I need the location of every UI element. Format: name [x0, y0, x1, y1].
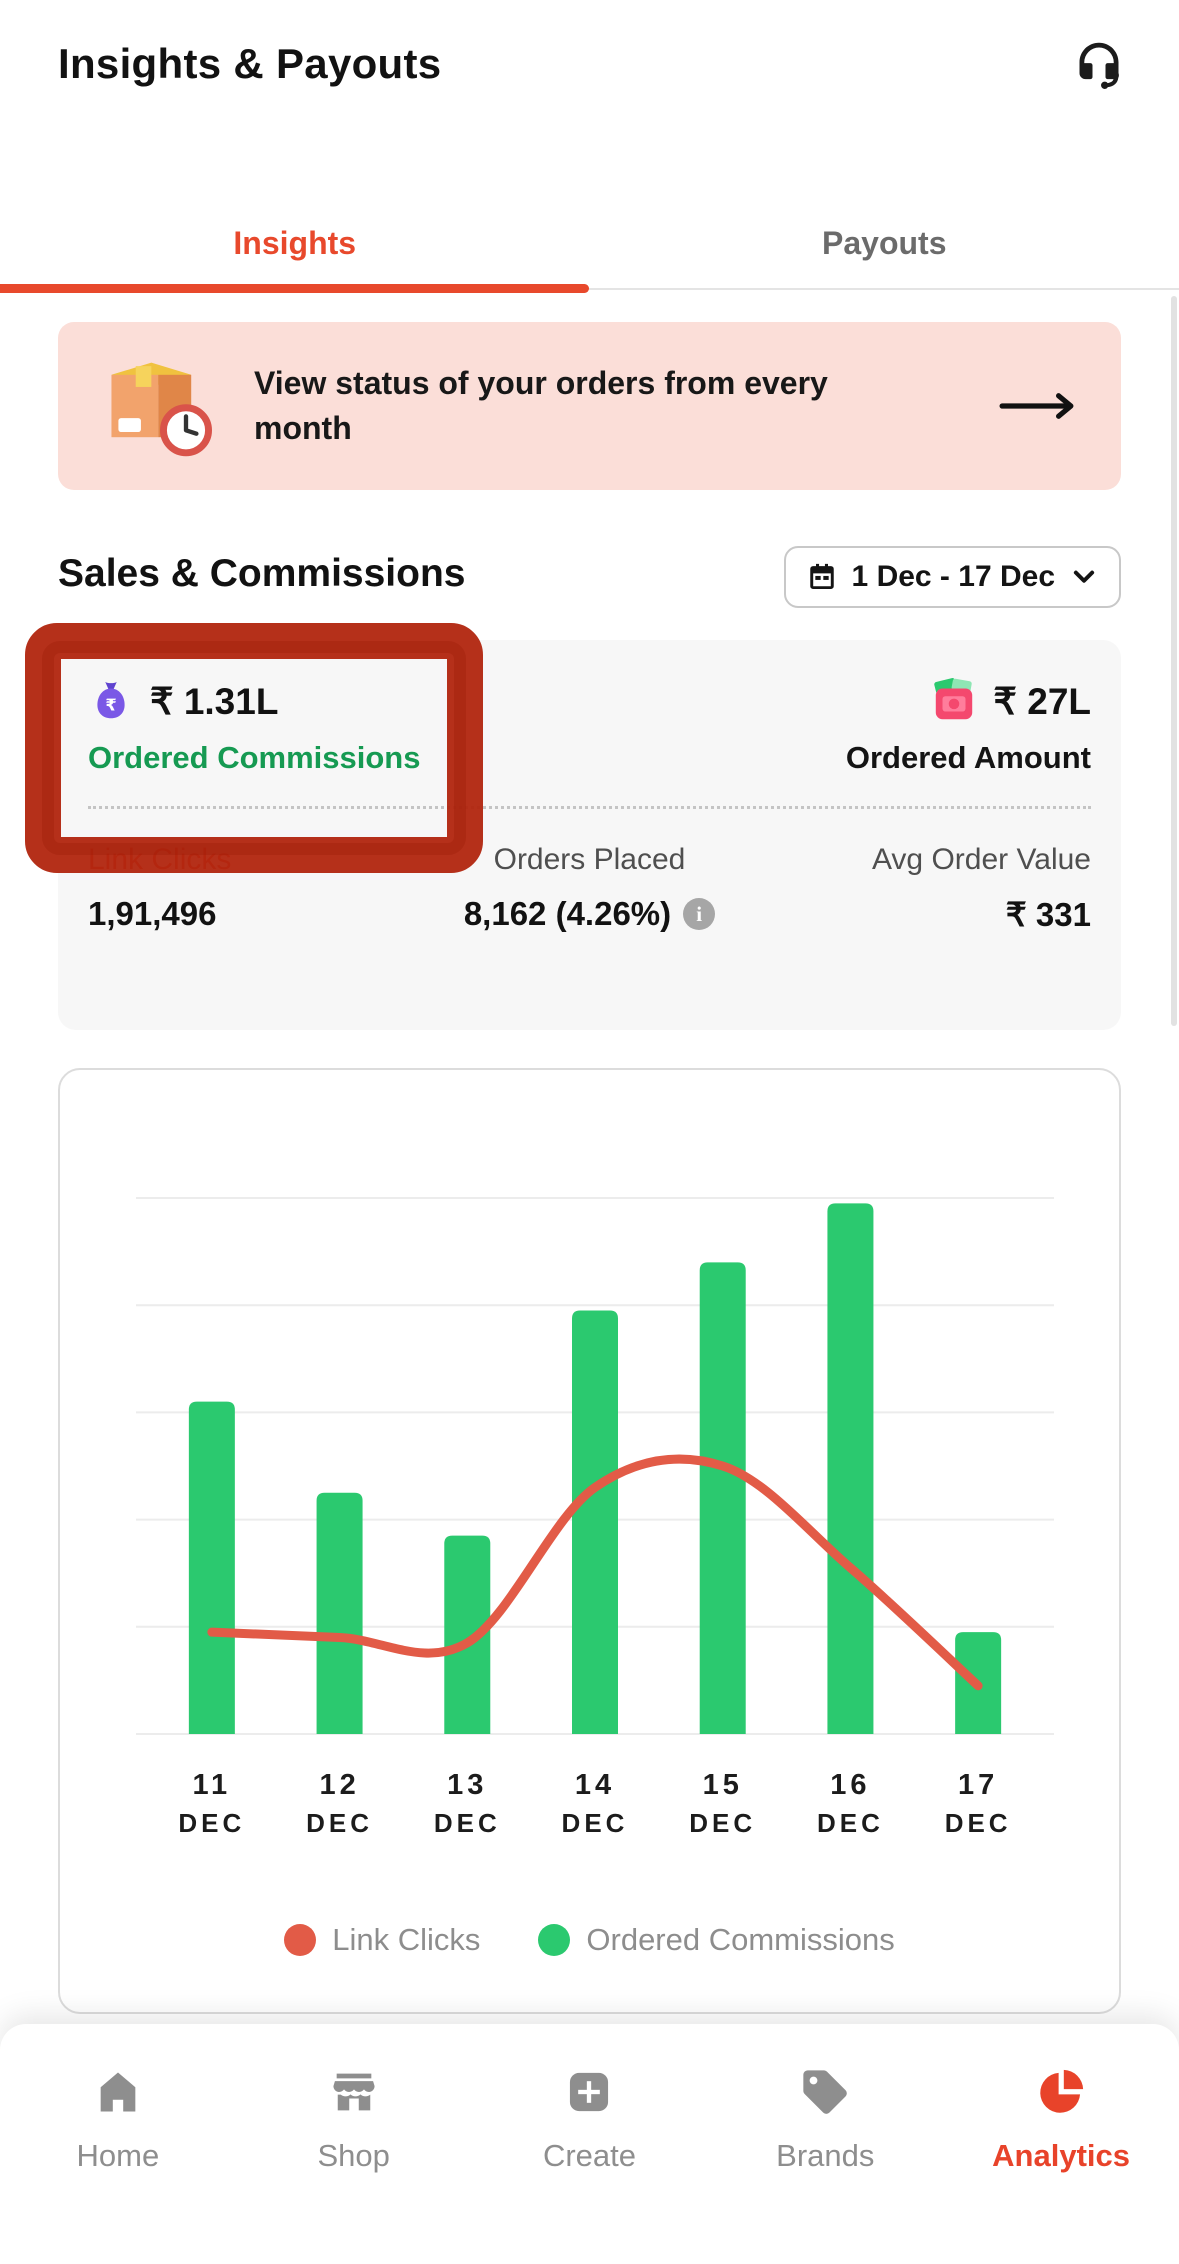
page-title: Insights & Payouts — [58, 40, 442, 87]
shop-icon — [333, 2073, 375, 2111]
ordered-amount-label: Ordered Amount — [845, 740, 1091, 775]
link-clicks-label: Link Clicks — [88, 843, 232, 876]
stats-bottom-row: Link Clicks 1,91,496 Orders Placed 8,162… — [88, 843, 1091, 934]
brands-tag-icon — [803, 2070, 848, 2114]
svg-text:₹: ₹ — [105, 696, 116, 715]
nav-label-brands: Brands — [776, 2138, 875, 2173]
legend-item-link-clicks: Link Clicks — [284, 1922, 480, 1958]
legend-label-link-clicks: Link Clicks — [332, 1922, 481, 1957]
chevron-down-icon — [1073, 570, 1095, 583]
order-status-banner[interactable]: View status of your orders from every mo… — [58, 322, 1121, 490]
sales-stats-card: ₹ ₹ 1.31L Ordered Commissions ₹ 27L Orde… — [58, 640, 1121, 1030]
nav-item-brands[interactable]: Brands — [707, 2066, 943, 2264]
tab-payouts[interactable]: Payouts — [822, 224, 947, 261]
orders-placed-stat: Orders Placed 8,162 (4.26%) i — [422, 843, 756, 934]
nav-label-home: Home — [76, 2138, 160, 2173]
avg-order-value-value: ₹ 331 — [1005, 896, 1091, 933]
info-icon[interactable]: i — [683, 898, 716, 930]
banner-text: View status of your orders from every mo… — [254, 365, 828, 446]
money-bag-icon: ₹ — [97, 681, 125, 719]
stats-top-row: ₹ ₹ 1.31L Ordered Commissions ₹ 27L Orde… — [88, 678, 1091, 776]
nav-item-home[interactable]: Home — [0, 2066, 236, 2264]
ordered-commissions-stat: ₹ ₹ 1.31L Ordered Commissions — [88, 678, 420, 776]
date-range-selector[interactable]: 1 Dec - 17 Dec — [783, 546, 1121, 608]
tab-bar: Insights Payouts — [0, 198, 1179, 293]
support-button[interactable] — [1071, 36, 1127, 92]
legend-item-ordered-commissions: Ordered Commissions — [538, 1922, 895, 1958]
ordered-amount-stat: ₹ 27L Ordered Amount — [846, 678, 1091, 776]
cash-envelope-icon — [934, 678, 973, 720]
app-header: Insights & Payouts — [58, 28, 1127, 100]
avg-order-value-stat: Avg Order Value ₹ 331 — [757, 843, 1091, 934]
nav-item-shop[interactable]: Shop — [236, 2066, 472, 2264]
sales-chart: 11 DEC 12 DEC 13 DEC 14 DEC 15 DEC 16 DEC 17 DEC — [136, 1197, 1054, 1838]
ordered-amount-value: ₹ 27L — [993, 680, 1091, 722]
create-icon — [570, 2072, 609, 2112]
link-clicks-stat: Link Clicks 1,91,496 — [88, 843, 422, 934]
nav-label-analytics: Analytics — [992, 2138, 1130, 2173]
analytics-pie-icon — [1040, 2069, 1084, 2113]
package-clock-icon — [111, 362, 212, 457]
bottom-nav: Home Shop Create Brands Analytics — [0, 2024, 1179, 2264]
chart-card: 11 DEC 12 DEC 13 DEC 14 DEC 15 DEC 16 DEC 17 DEC Link… — [58, 1068, 1121, 2014]
nav-label-create: Create — [542, 2138, 637, 2173]
nav-label-shop: Shop — [317, 2138, 390, 2173]
legend-label-ordered-commissions: Ordered Commissions — [586, 1922, 895, 1957]
link-clicks-value: 1,91,496 — [88, 895, 217, 932]
avg-order-value-label: Avg Order Value — [871, 843, 1091, 876]
nav-item-analytics[interactable]: Analytics — [943, 2066, 1179, 2264]
active-tab-underline — [0, 284, 589, 293]
legend-dot-link-clicks — [284, 1924, 317, 1956]
nav-item-create[interactable]: Create — [472, 2066, 708, 2264]
home-icon — [100, 2072, 136, 2112]
sales-commissions-heading: Sales & Commissions — [58, 552, 466, 595]
ordered-commissions-label: Ordered Commissions — [88, 740, 421, 775]
arrow-right-icon — [999, 393, 1074, 419]
date-range-label: 1 Dec - 17 Dec — [851, 560, 1055, 593]
headset-icon — [1079, 42, 1119, 89]
ordered-commissions-value: ₹ 1.31L — [150, 680, 279, 722]
calendar-icon — [809, 563, 834, 589]
orders-placed-label: Orders Placed — [493, 843, 686, 876]
dotted-divider — [88, 806, 1091, 809]
scrollbar[interactable] — [1171, 296, 1177, 1026]
chart-legend: Link Clicks Ordered Commissions — [60, 1922, 1119, 1958]
tab-insights[interactable]: Insights — [233, 224, 357, 261]
orders-placed-value: 8,162 (4.26%) — [463, 895, 672, 932]
legend-dot-ordered-commissions — [538, 1924, 571, 1956]
